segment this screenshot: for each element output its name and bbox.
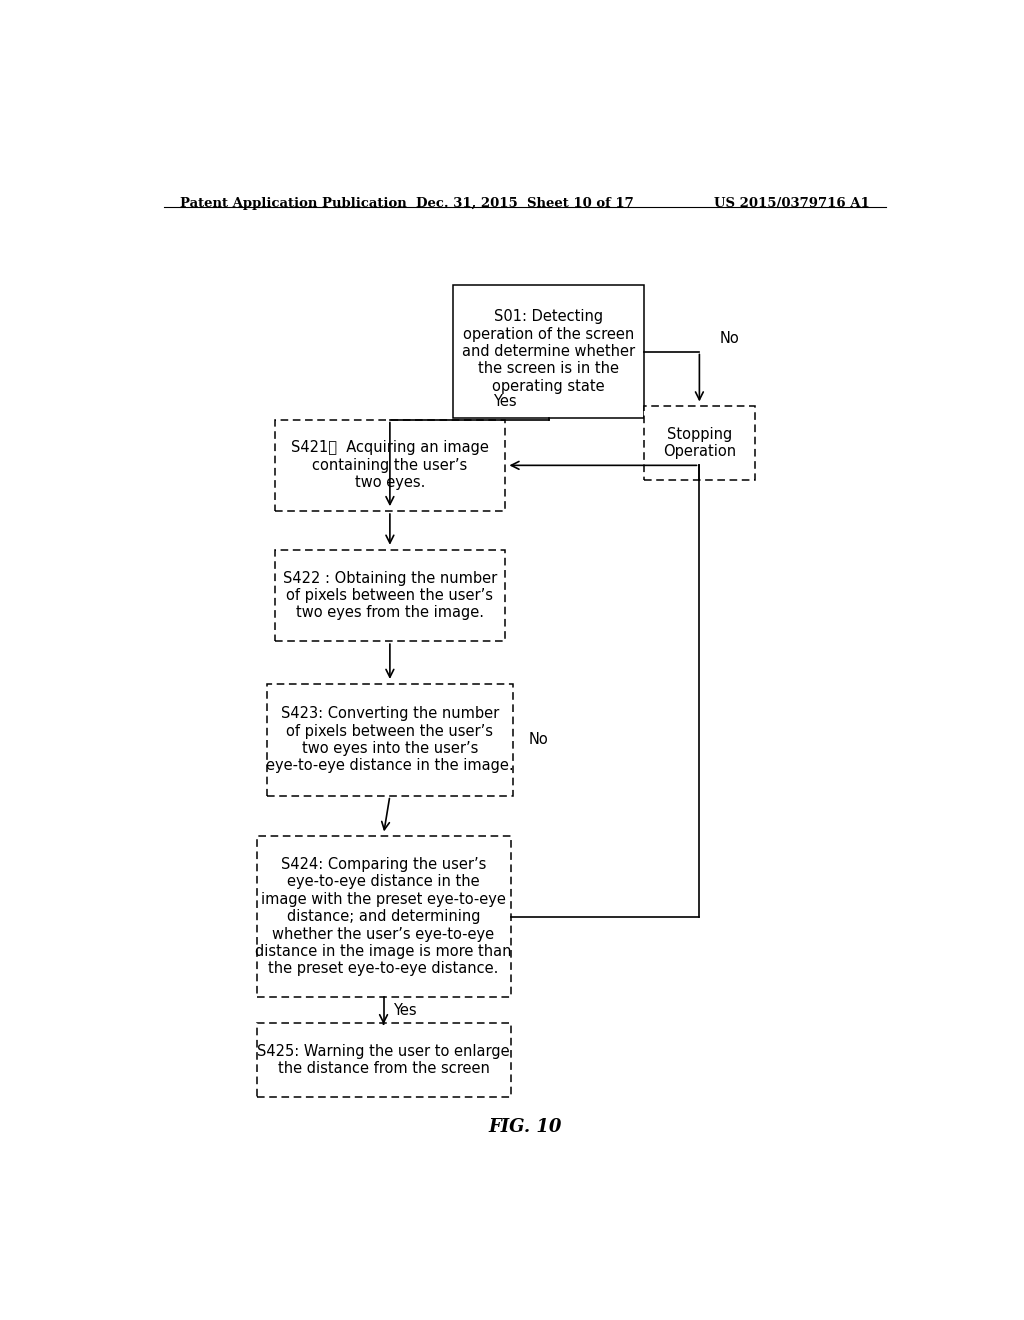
Text: No: No (528, 733, 549, 747)
Text: Patent Application Publication: Patent Application Publication (179, 197, 407, 210)
FancyBboxPatch shape (257, 837, 511, 997)
FancyBboxPatch shape (274, 549, 505, 642)
Text: Dec. 31, 2015  Sheet 10 of 17: Dec. 31, 2015 Sheet 10 of 17 (416, 197, 634, 210)
Text: S423: Converting the number
of pixels between the user’s
two eyes into the user’: S423: Converting the number of pixels be… (266, 706, 514, 774)
Text: FIG. 10: FIG. 10 (488, 1118, 561, 1137)
Text: S425: Warning the user to enlarge
the distance from the screen: S425: Warning the user to enlarge the di… (257, 1044, 510, 1076)
Text: S01: Detecting
operation of the screen
and determine whether
the screen is in th: S01: Detecting operation of the screen a… (462, 309, 635, 393)
Text: S424: Comparing the user’s
eye-to-eye distance in the
image with the preset eye-: S424: Comparing the user’s eye-to-eye di… (255, 857, 512, 977)
Text: S422 : Obtaining the number
of pixels between the user’s
two eyes from the image: S422 : Obtaining the number of pixels be… (283, 570, 497, 620)
FancyBboxPatch shape (644, 407, 755, 479)
FancyBboxPatch shape (257, 1023, 511, 1097)
FancyBboxPatch shape (454, 285, 644, 417)
Text: S421：  Acquiring an image
containing the user’s
two eyes.: S421： Acquiring an image containing the … (291, 441, 488, 490)
Text: US 2015/0379716 A1: US 2015/0379716 A1 (715, 197, 870, 210)
FancyBboxPatch shape (267, 684, 513, 796)
Text: Stopping
Operation: Stopping Operation (663, 426, 736, 459)
Text: Yes: Yes (494, 395, 517, 409)
FancyBboxPatch shape (274, 420, 505, 511)
Text: Yes: Yes (393, 1003, 417, 1018)
Text: No: No (719, 331, 739, 346)
